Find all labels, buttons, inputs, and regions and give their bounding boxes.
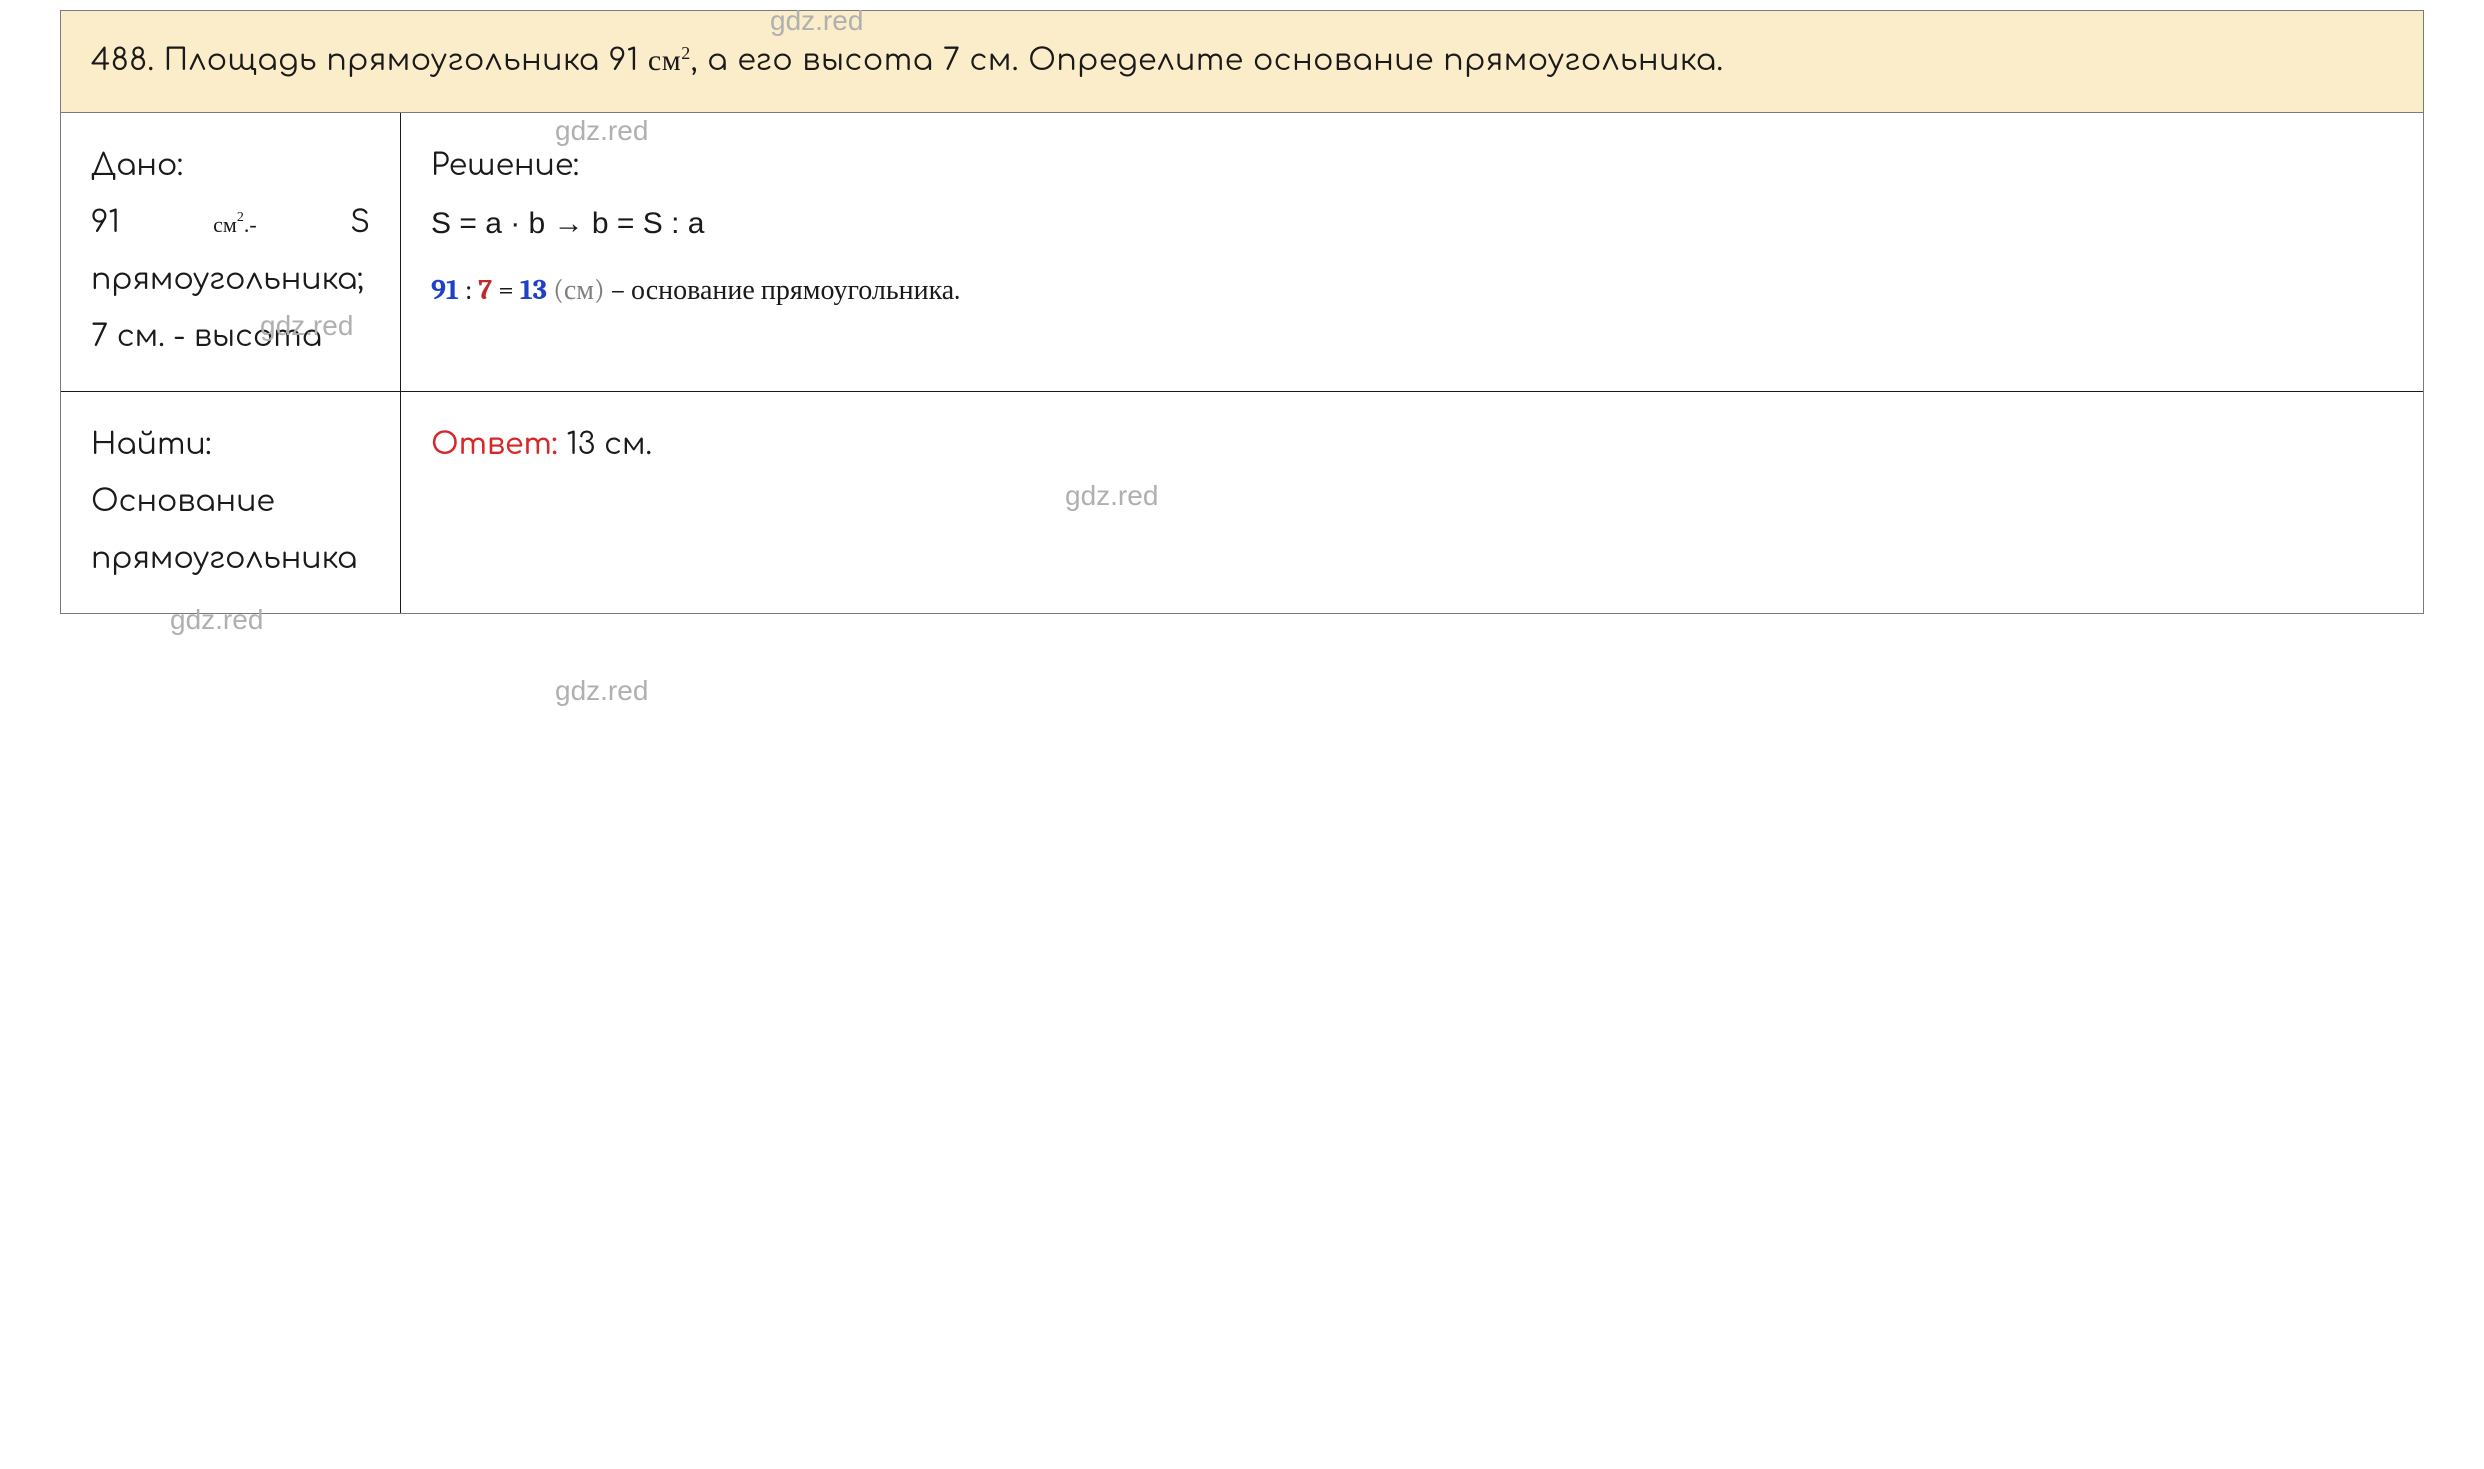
given-unit-dot: .- — [244, 212, 257, 237]
problem-text-1: Площадь прямоугольника 91 — [164, 45, 648, 78]
unit-cm: см — [648, 44, 681, 77]
solution-title: Решение: — [431, 138, 2393, 195]
spacer — [431, 252, 2393, 264]
answer-label: Ответ: — [431, 429, 558, 462]
given-line2: прямоугольника; — [91, 252, 370, 309]
given-height: 7 см. - высота — [91, 309, 370, 366]
unit-squared: 2 — [681, 43, 691, 63]
calc-unit: (см) — [547, 274, 605, 306]
answer-text: 13 см. — [558, 429, 652, 462]
problem-box: 488. Площадь прямоугольника 91 см2, а ег… — [60, 10, 2424, 614]
find-line2: прямоугольника — [91, 531, 370, 588]
answer-cell: Ответ: 13 см. — [401, 392, 2423, 613]
find-line1: Основание — [91, 474, 370, 531]
calc-n1: 91 — [431, 274, 459, 306]
problem-text-2: , а его высота 7 см. Определите основани… — [691, 45, 1724, 78]
find-cell: Найти: Основание прямоугольника — [61, 392, 401, 613]
given-area-symbol: S — [350, 195, 370, 252]
calc-desc: – основание прямоугольника. — [605, 274, 960, 306]
problem-statement: 488. Площадь прямоугольника 91 см2, а ег… — [61, 11, 2423, 113]
calc-result: 13 — [520, 274, 547, 306]
calc-n2: 7 — [478, 274, 492, 306]
solution-formula: S = a · b → b = S : a — [431, 195, 2393, 252]
watermark-lower: gdz.red — [555, 675, 648, 707]
calc-op: : — [459, 274, 478, 306]
given-title: Дано: — [91, 138, 370, 195]
given-area-unit: см2.- — [213, 195, 257, 252]
calc-eq: = — [492, 274, 520, 306]
unit-sq-small: 2 — [237, 210, 244, 225]
solution-grid: Дано: 91 см2.- S прямоугольника; 7 см. -… — [61, 113, 2423, 613]
solution-cell: Решение: S = a · b → b = S : a 91 : 7 = … — [401, 113, 2423, 392]
given-area-line: 91 см2.- S — [91, 195, 370, 252]
given-area-value: 91 — [91, 195, 120, 252]
answer-line: Ответ: 13 см. — [431, 417, 2393, 474]
given-cell: Дано: 91 см2.- S прямоугольника; 7 см. -… — [61, 113, 401, 392]
problem-number: 488. — [91, 45, 154, 78]
find-title: Найти: — [91, 417, 370, 474]
solution-calculation: 91 : 7 = 13 (см) – основание прямоугольн… — [431, 264, 2393, 317]
unit-cm-small: см — [213, 212, 237, 237]
